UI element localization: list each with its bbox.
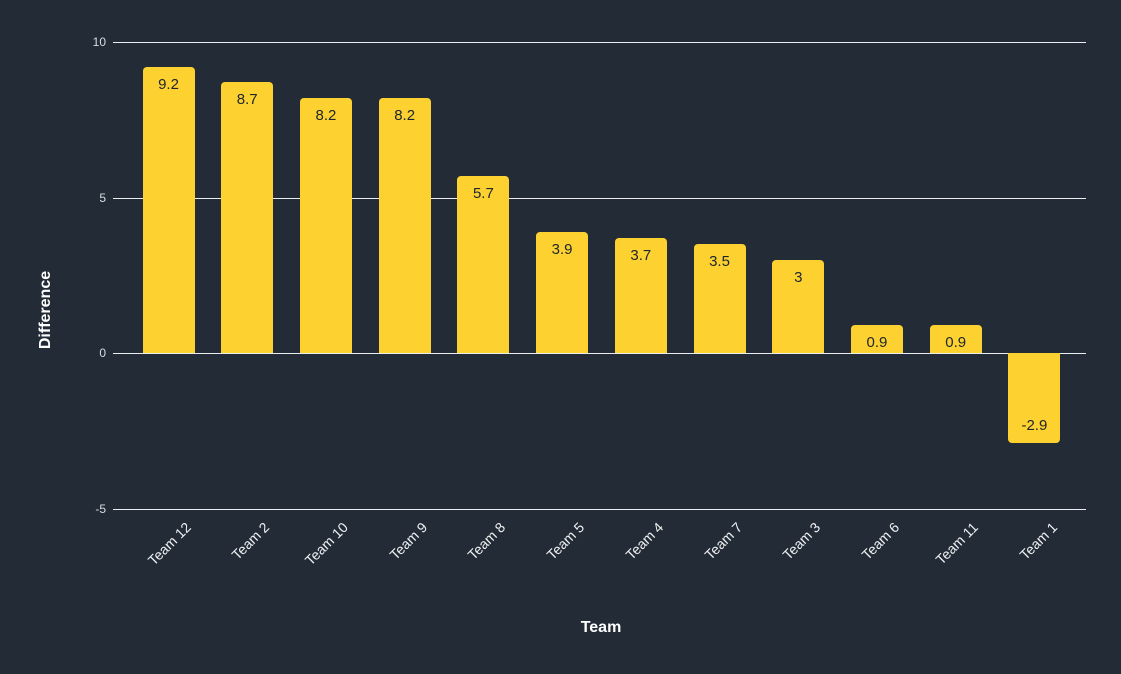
bar[interactable]: 3.7 bbox=[614, 237, 667, 353]
bar-value-label: 8.7 bbox=[236, 91, 258, 109]
bar-value-label: 3 bbox=[794, 268, 803, 286]
x-axis-category-label: Team 2 bbox=[228, 519, 273, 563]
x-axis-category-label: Team 5 bbox=[543, 519, 588, 563]
y-axis-tick-label: 0 bbox=[99, 346, 106, 360]
bar[interactable]: -2.9 bbox=[1008, 353, 1061, 444]
gridline bbox=[113, 353, 1086, 354]
bar[interactable]: 8.7 bbox=[221, 82, 274, 353]
bar-value-label: 3.9 bbox=[551, 240, 573, 258]
bar[interactable]: 8.2 bbox=[378, 97, 431, 353]
x-axis-category-label: Team 12 bbox=[144, 519, 194, 569]
bar[interactable]: 9.2 bbox=[142, 66, 195, 353]
gridline bbox=[113, 508, 1086, 510]
bar[interactable]: 3.5 bbox=[693, 244, 746, 353]
y-axis-tick-label: -5 bbox=[95, 501, 106, 516]
x-axis-category-label: Team 9 bbox=[386, 519, 430, 563]
bar-value-label: 0.9 bbox=[866, 334, 888, 351]
bar-value-label: 3.5 bbox=[709, 253, 730, 271]
x-axis-category-label: Team 8 bbox=[464, 519, 509, 563]
x-axis-title: Team bbox=[580, 619, 622, 636]
bar[interactable]: 3 bbox=[772, 259, 825, 353]
bar-value-label: 5.7 bbox=[472, 184, 494, 202]
bar-value-label: 8.2 bbox=[394, 106, 416, 124]
x-axis-category-label: Team 3 bbox=[779, 519, 824, 563]
x-axis-category-label: Team 10 bbox=[301, 519, 352, 569]
bar-value-label: -2.9 bbox=[1021, 417, 1048, 435]
y-axis-tick-label: 10 bbox=[92, 35, 106, 49]
bar[interactable]: 0.9 bbox=[850, 325, 903, 353]
gridline bbox=[113, 197, 1086, 199]
bar-value-label: 8.2 bbox=[315, 106, 337, 124]
x-axis-category-label: Team 1 bbox=[1015, 519, 1060, 563]
y-axis-title: Difference bbox=[37, 270, 54, 350]
bar[interactable]: 3.9 bbox=[536, 231, 589, 353]
gridline bbox=[113, 42, 1086, 43]
x-axis-category-label: Team 11 bbox=[932, 519, 982, 568]
bar[interactable]: 5.7 bbox=[457, 175, 510, 353]
bar-value-label: 0.9 bbox=[945, 334, 967, 351]
bar-value-label: 9.2 bbox=[158, 75, 179, 93]
x-axis-category-label: Team 6 bbox=[858, 519, 903, 563]
x-axis-category-label: Team 4 bbox=[622, 519, 667, 563]
x-axis-category-label: Team 7 bbox=[701, 519, 745, 563]
bar[interactable]: 8.2 bbox=[299, 97, 352, 353]
bar[interactable]: 0.9 bbox=[929, 325, 982, 353]
bar-value-label: 3.7 bbox=[630, 246, 652, 264]
y-axis-tick-label: 5 bbox=[99, 190, 106, 205]
